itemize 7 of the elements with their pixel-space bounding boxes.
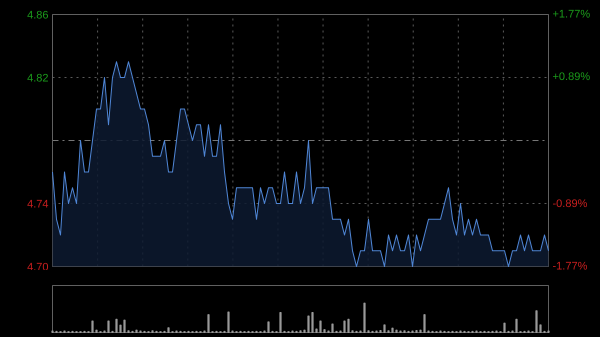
- y2-tick-label: -0.89%: [552, 198, 588, 210]
- y2-tick-label: -1.77%: [552, 260, 588, 272]
- y2-tick-label: +1.77%: [552, 8, 590, 20]
- y-tick-label: 4.74: [27, 198, 49, 210]
- y2-tick-label: +0.89%: [552, 71, 590, 84]
- y-tick-label: 4.86: [27, 10, 49, 22]
- y-tick-label: 4.82: [27, 72, 49, 84]
